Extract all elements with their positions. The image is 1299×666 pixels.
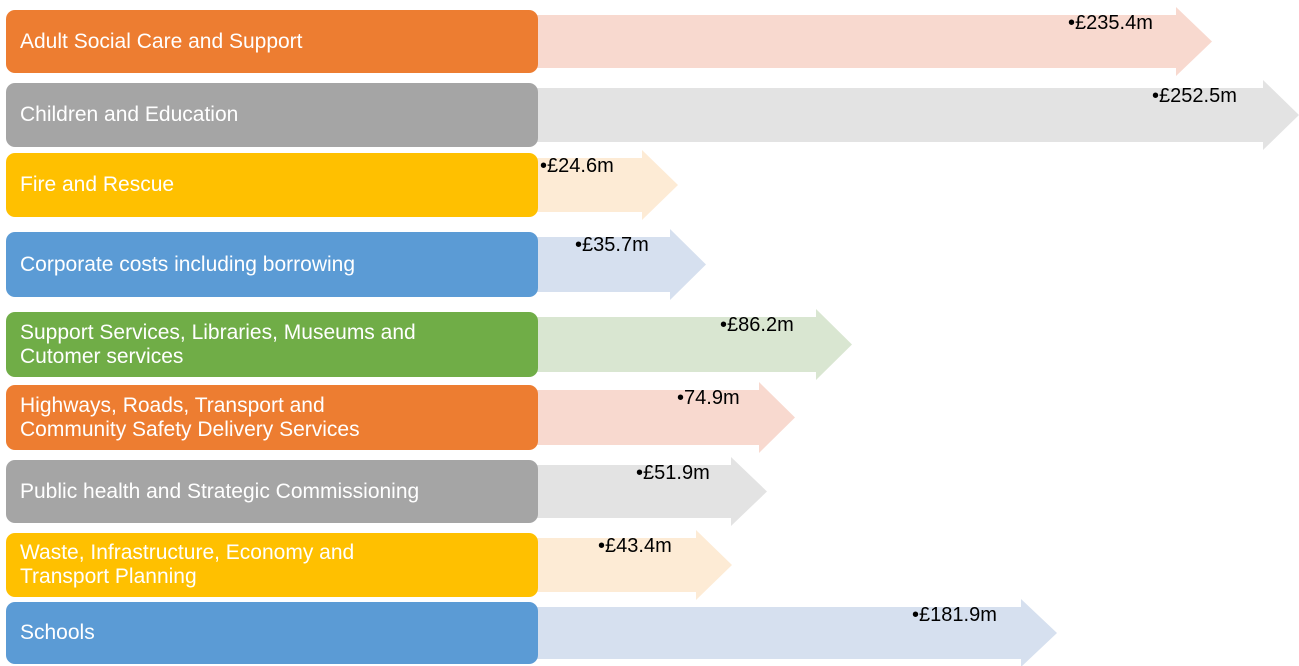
- category-box: Adult Social Care and Support: [6, 10, 538, 73]
- amount-label: £252.5m: [1152, 85, 1237, 108]
- arrow: [536, 530, 732, 600]
- category-label: Community Safety Delivery Services: [20, 417, 360, 441]
- arrow: [536, 309, 852, 380]
- arrow: [536, 80, 1299, 150]
- category-label: Public health and Strategic Commissionin…: [20, 479, 420, 503]
- amount-label: 74.9m: [677, 387, 740, 410]
- category-label: Transport Planning: [20, 565, 197, 588]
- category-box: Highways, Roads, Transport and Community …: [6, 385, 538, 450]
- amount-label: £235.4m: [1068, 12, 1153, 35]
- category-box: Children and Education: [6, 83, 538, 147]
- amount-label: £86.2m: [720, 314, 794, 337]
- category-label: Children and Education: [20, 103, 239, 126]
- arrow: [536, 382, 795, 453]
- category-box: Fire and Rescue: [6, 153, 538, 217]
- category-box: Schools: [6, 602, 538, 664]
- amount-label: £24.6m: [540, 155, 614, 178]
- category-box: Public health and Strategic Commissionin…: [6, 460, 538, 523]
- amount-label: £51.9m: [636, 462, 710, 485]
- category-label: Support Services, Libraries, Museums and: [20, 320, 416, 344]
- category-label: Fire and Rescue: [20, 173, 175, 196]
- category-box: Waste, Infrastructure, Economy and Transp…: [6, 533, 538, 597]
- amount-label: £181.9m: [912, 604, 997, 627]
- category-box: Corporate costs including borrowing: [6, 232, 538, 297]
- category-box: Support Services, Libraries, Museums and…: [6, 312, 538, 377]
- category-label: Waste, Infrastructure, Economy and: [20, 541, 355, 564]
- category-label: Cutomer services: [20, 344, 184, 368]
- category-label: Adult Social Care and Support: [20, 29, 303, 53]
- category-label: Schools: [20, 621, 95, 644]
- amount-label: £43.4m: [598, 535, 672, 558]
- arrow: [536, 7, 1212, 76]
- category-label: Corporate costs including borrowing: [20, 252, 356, 276]
- amount-label: £35.7m: [575, 234, 649, 257]
- category-label: Highways, Roads, Transport and: [20, 393, 325, 417]
